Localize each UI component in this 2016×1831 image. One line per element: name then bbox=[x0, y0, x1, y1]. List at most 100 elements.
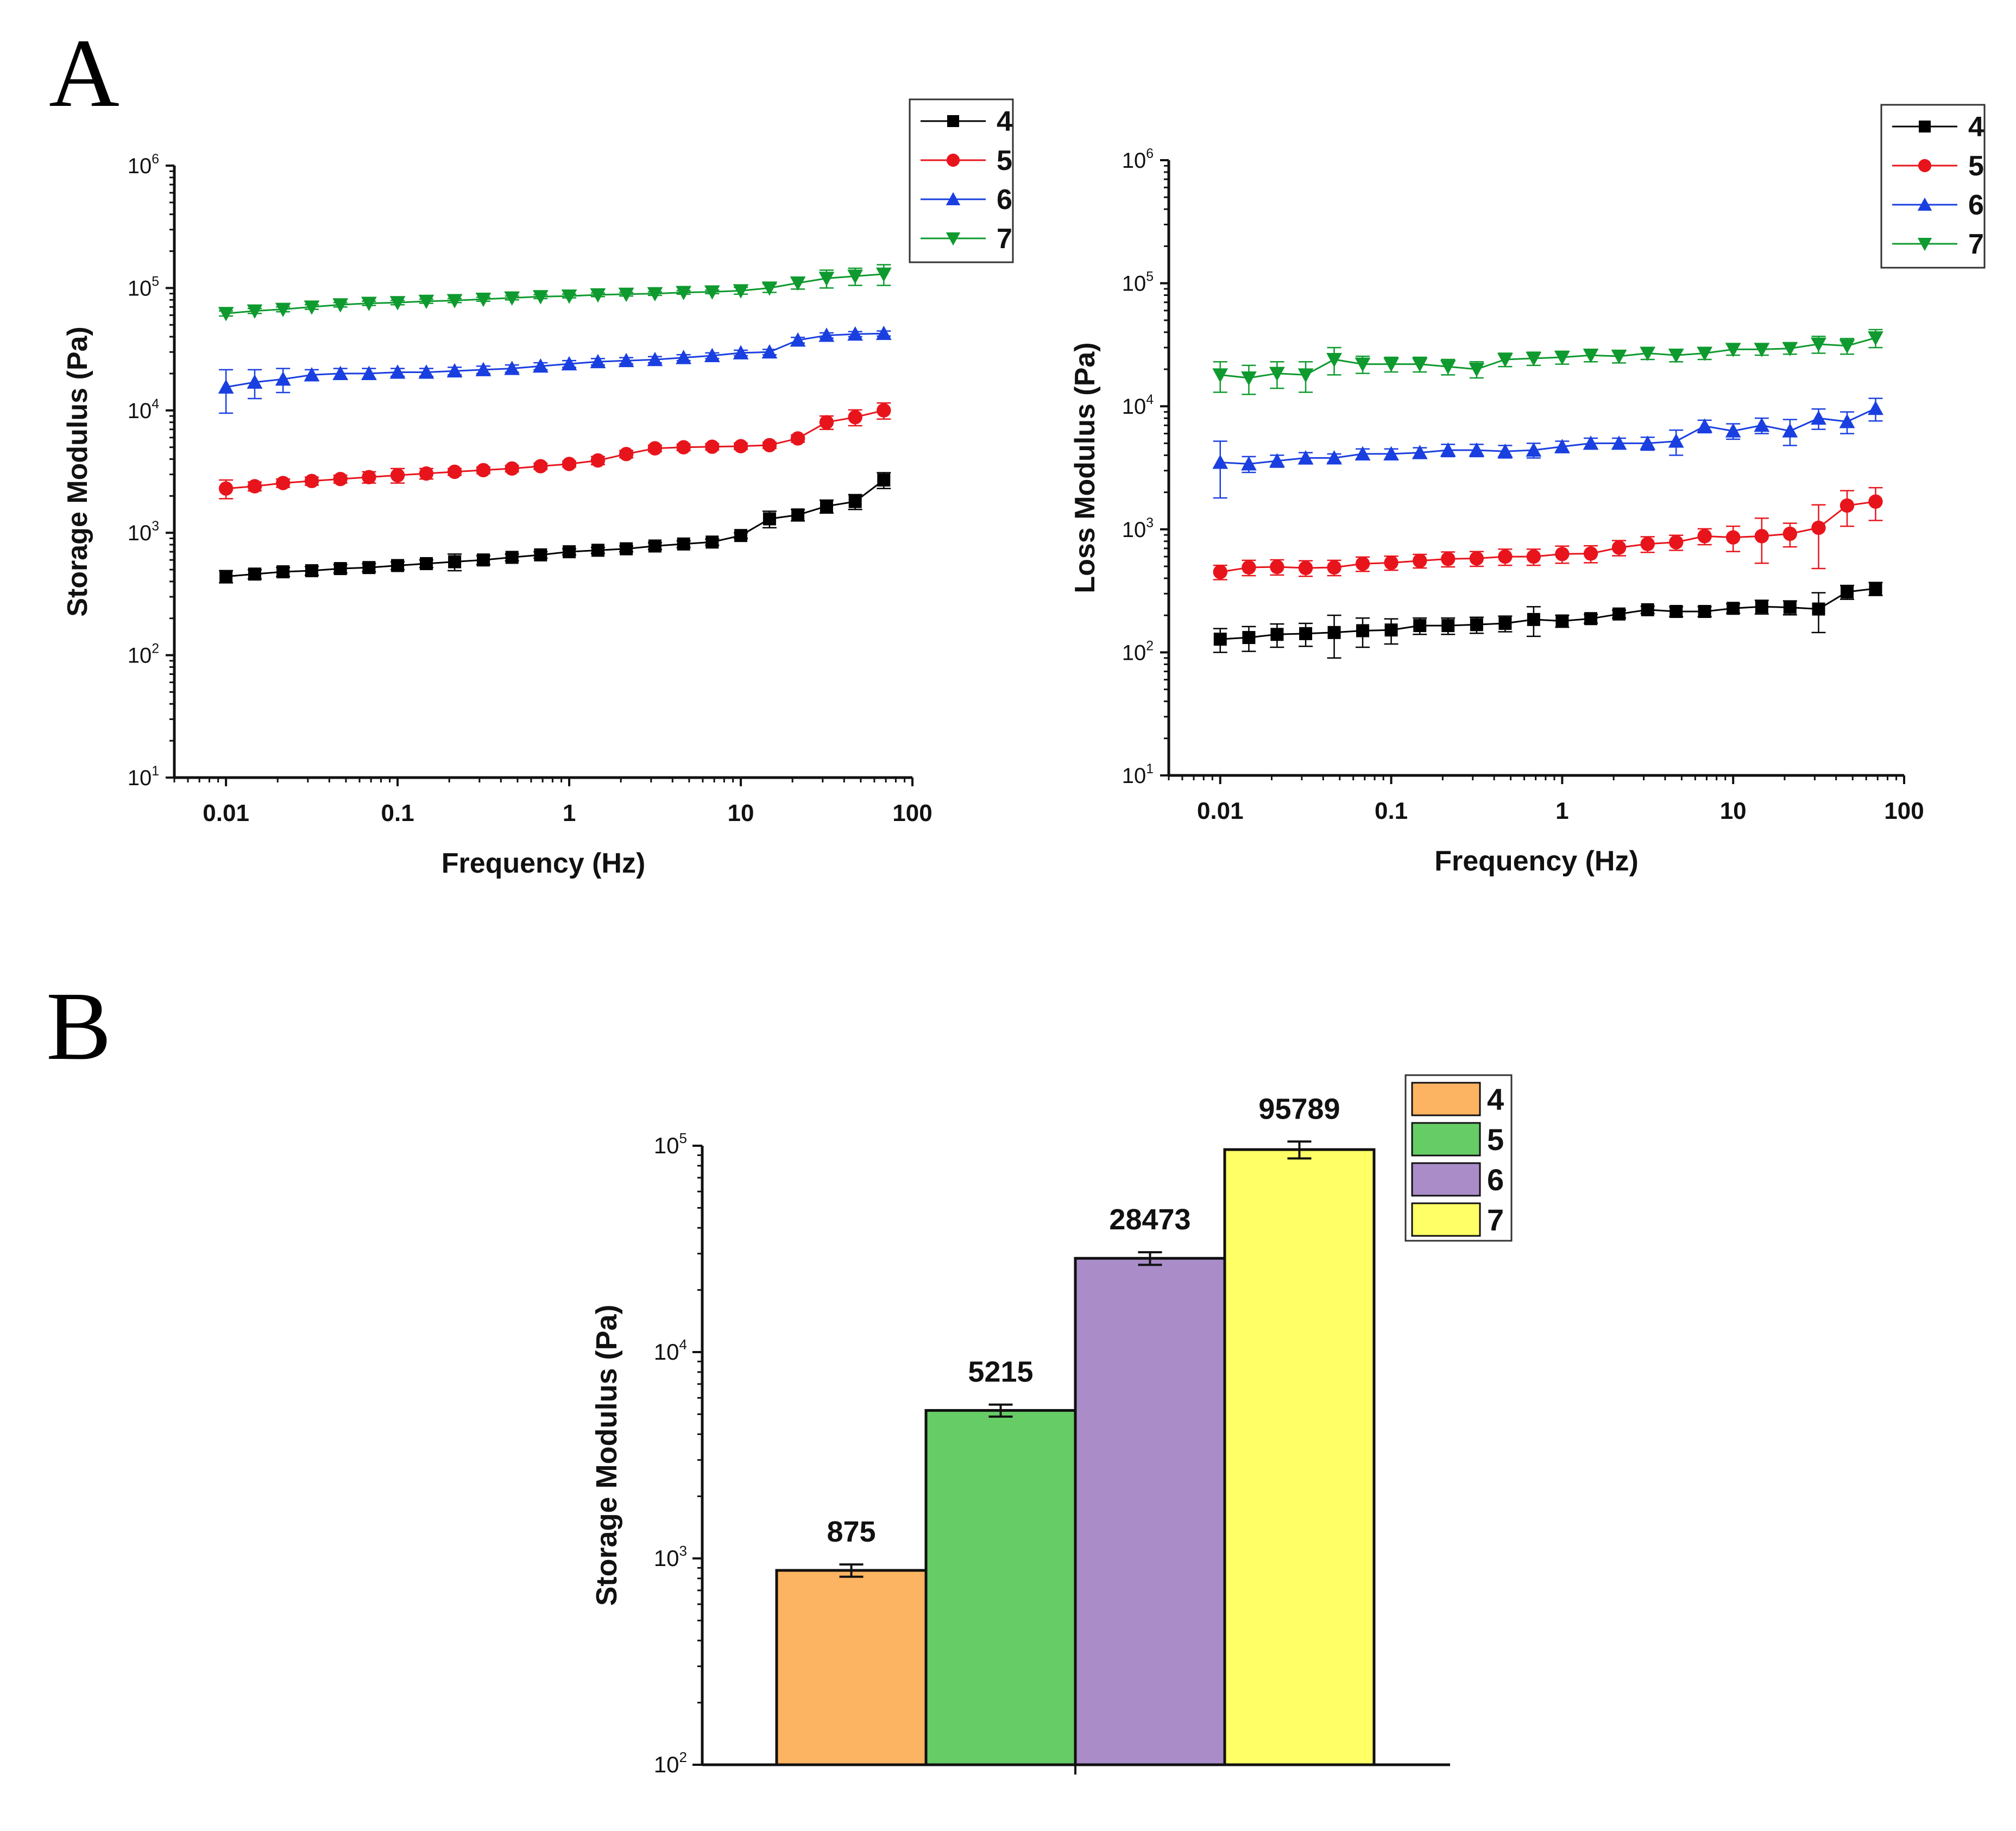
series-7-point bbox=[1354, 357, 1371, 372]
series-4-point bbox=[1242, 631, 1256, 645]
legend-swatch-5 bbox=[1411, 1122, 1481, 1157]
series-5-point bbox=[275, 476, 291, 490]
series-5-point bbox=[790, 431, 805, 446]
series-4-point bbox=[848, 495, 862, 508]
legend-marker-5 bbox=[1918, 159, 1932, 173]
series-4-point bbox=[305, 564, 319, 578]
series-6-point bbox=[1241, 456, 1257, 471]
series-5-point bbox=[877, 403, 891, 418]
x-tick-label: 1 bbox=[563, 800, 576, 826]
series-4-point bbox=[1527, 613, 1540, 626]
series-7-point bbox=[1583, 349, 1599, 363]
series-7-point bbox=[1497, 353, 1513, 368]
series-7-point bbox=[790, 276, 806, 291]
series-5-point bbox=[419, 466, 434, 481]
series-7-point bbox=[1611, 350, 1627, 364]
series-7-point bbox=[389, 296, 406, 311]
series-6-point bbox=[1611, 435, 1627, 450]
series-4-point bbox=[1270, 628, 1284, 641]
x-tick-label: 1 bbox=[1555, 798, 1568, 824]
series-6-point bbox=[1497, 443, 1513, 458]
bar-5 bbox=[924, 1409, 1077, 1766]
series-6-point bbox=[1412, 445, 1428, 459]
x-tick-label: 100 bbox=[892, 800, 932, 826]
series-5-point bbox=[390, 468, 405, 483]
series-5-point bbox=[762, 438, 777, 453]
series-4-point bbox=[248, 567, 261, 581]
series-7-point bbox=[1297, 368, 1314, 383]
x-tick-label: 100 bbox=[1884, 798, 1924, 824]
series-6-point bbox=[1668, 433, 1684, 448]
series-5-point bbox=[1725, 530, 1741, 545]
series-7-point bbox=[1526, 352, 1542, 367]
series-6-point bbox=[218, 379, 234, 394]
series-6-point bbox=[361, 365, 377, 380]
series-6-point bbox=[1839, 414, 1855, 428]
series-6-point bbox=[418, 364, 434, 379]
series-6-point bbox=[247, 374, 263, 389]
series-5-point bbox=[1213, 565, 1227, 579]
series-7-point bbox=[361, 296, 377, 311]
series-7-point bbox=[1269, 367, 1285, 382]
series-5-point bbox=[1611, 540, 1627, 555]
series-5-point bbox=[1526, 549, 1541, 564]
series-4-point bbox=[1869, 582, 1882, 595]
series-4-point bbox=[1555, 614, 1569, 628]
series-7-point bbox=[590, 288, 606, 303]
series-6-point bbox=[1297, 450, 1314, 465]
series-4-point bbox=[1299, 627, 1313, 640]
series-6-point bbox=[1640, 435, 1656, 450]
series-5-point bbox=[533, 459, 548, 473]
series-7-line bbox=[225, 273, 884, 314]
bar-4-value-label: 875 bbox=[827, 1516, 875, 1548]
series-7-point bbox=[1782, 342, 1798, 357]
legend-label-6: 6 bbox=[1487, 1163, 1504, 1197]
series-6-point bbox=[504, 361, 520, 375]
legend-label-5: 5 bbox=[1968, 150, 1984, 182]
series-5-point bbox=[1782, 526, 1798, 541]
series-5-point bbox=[1811, 520, 1826, 535]
series-7-point bbox=[1241, 371, 1257, 386]
series-6-point bbox=[647, 351, 663, 367]
legend-label-5: 5 bbox=[997, 145, 1012, 176]
series-6-point bbox=[1583, 435, 1599, 450]
series-5-point bbox=[218, 481, 234, 496]
series-5-point bbox=[247, 479, 262, 494]
x-tick-label: 0.1 bbox=[1375, 798, 1408, 824]
series-7-point bbox=[532, 290, 549, 305]
legend-box bbox=[1880, 104, 1986, 269]
series-5-point bbox=[1697, 529, 1712, 544]
legend-swatch-6 bbox=[1411, 1162, 1481, 1197]
series-6-point bbox=[590, 353, 606, 369]
series-4-point bbox=[677, 537, 690, 551]
series-7-line bbox=[1220, 337, 1876, 379]
legend-marker-6 bbox=[946, 192, 961, 205]
series-7-point bbox=[1725, 343, 1741, 357]
series-7-point bbox=[1811, 337, 1826, 352]
bar-6-value-label: 28473 bbox=[1109, 1203, 1190, 1236]
series-4-point bbox=[1327, 626, 1341, 639]
legend-label-7: 7 bbox=[1487, 1203, 1504, 1237]
series-4-point bbox=[534, 548, 547, 561]
series-6-point bbox=[1383, 446, 1399, 460]
y-axis-label: Storage Modulus (Pa) bbox=[62, 326, 93, 616]
series-4-point bbox=[1384, 623, 1398, 637]
legend-swatch-4 bbox=[1411, 1082, 1481, 1116]
bar-6 bbox=[1074, 1257, 1226, 1766]
series-4-point bbox=[476, 553, 490, 567]
series-5-point bbox=[590, 453, 606, 468]
series-7-point bbox=[1554, 351, 1570, 365]
series-6-point bbox=[1269, 453, 1285, 468]
x-tick-label: 10 bbox=[1720, 798, 1747, 824]
series-7-point bbox=[218, 307, 234, 321]
series-4-point bbox=[763, 512, 776, 526]
series-5-point bbox=[733, 439, 748, 453]
series-7-point bbox=[475, 293, 492, 307]
series-6-point bbox=[1811, 410, 1826, 425]
series-6-point bbox=[275, 371, 291, 386]
series-5-point bbox=[562, 457, 577, 471]
series-5-point bbox=[476, 463, 491, 478]
